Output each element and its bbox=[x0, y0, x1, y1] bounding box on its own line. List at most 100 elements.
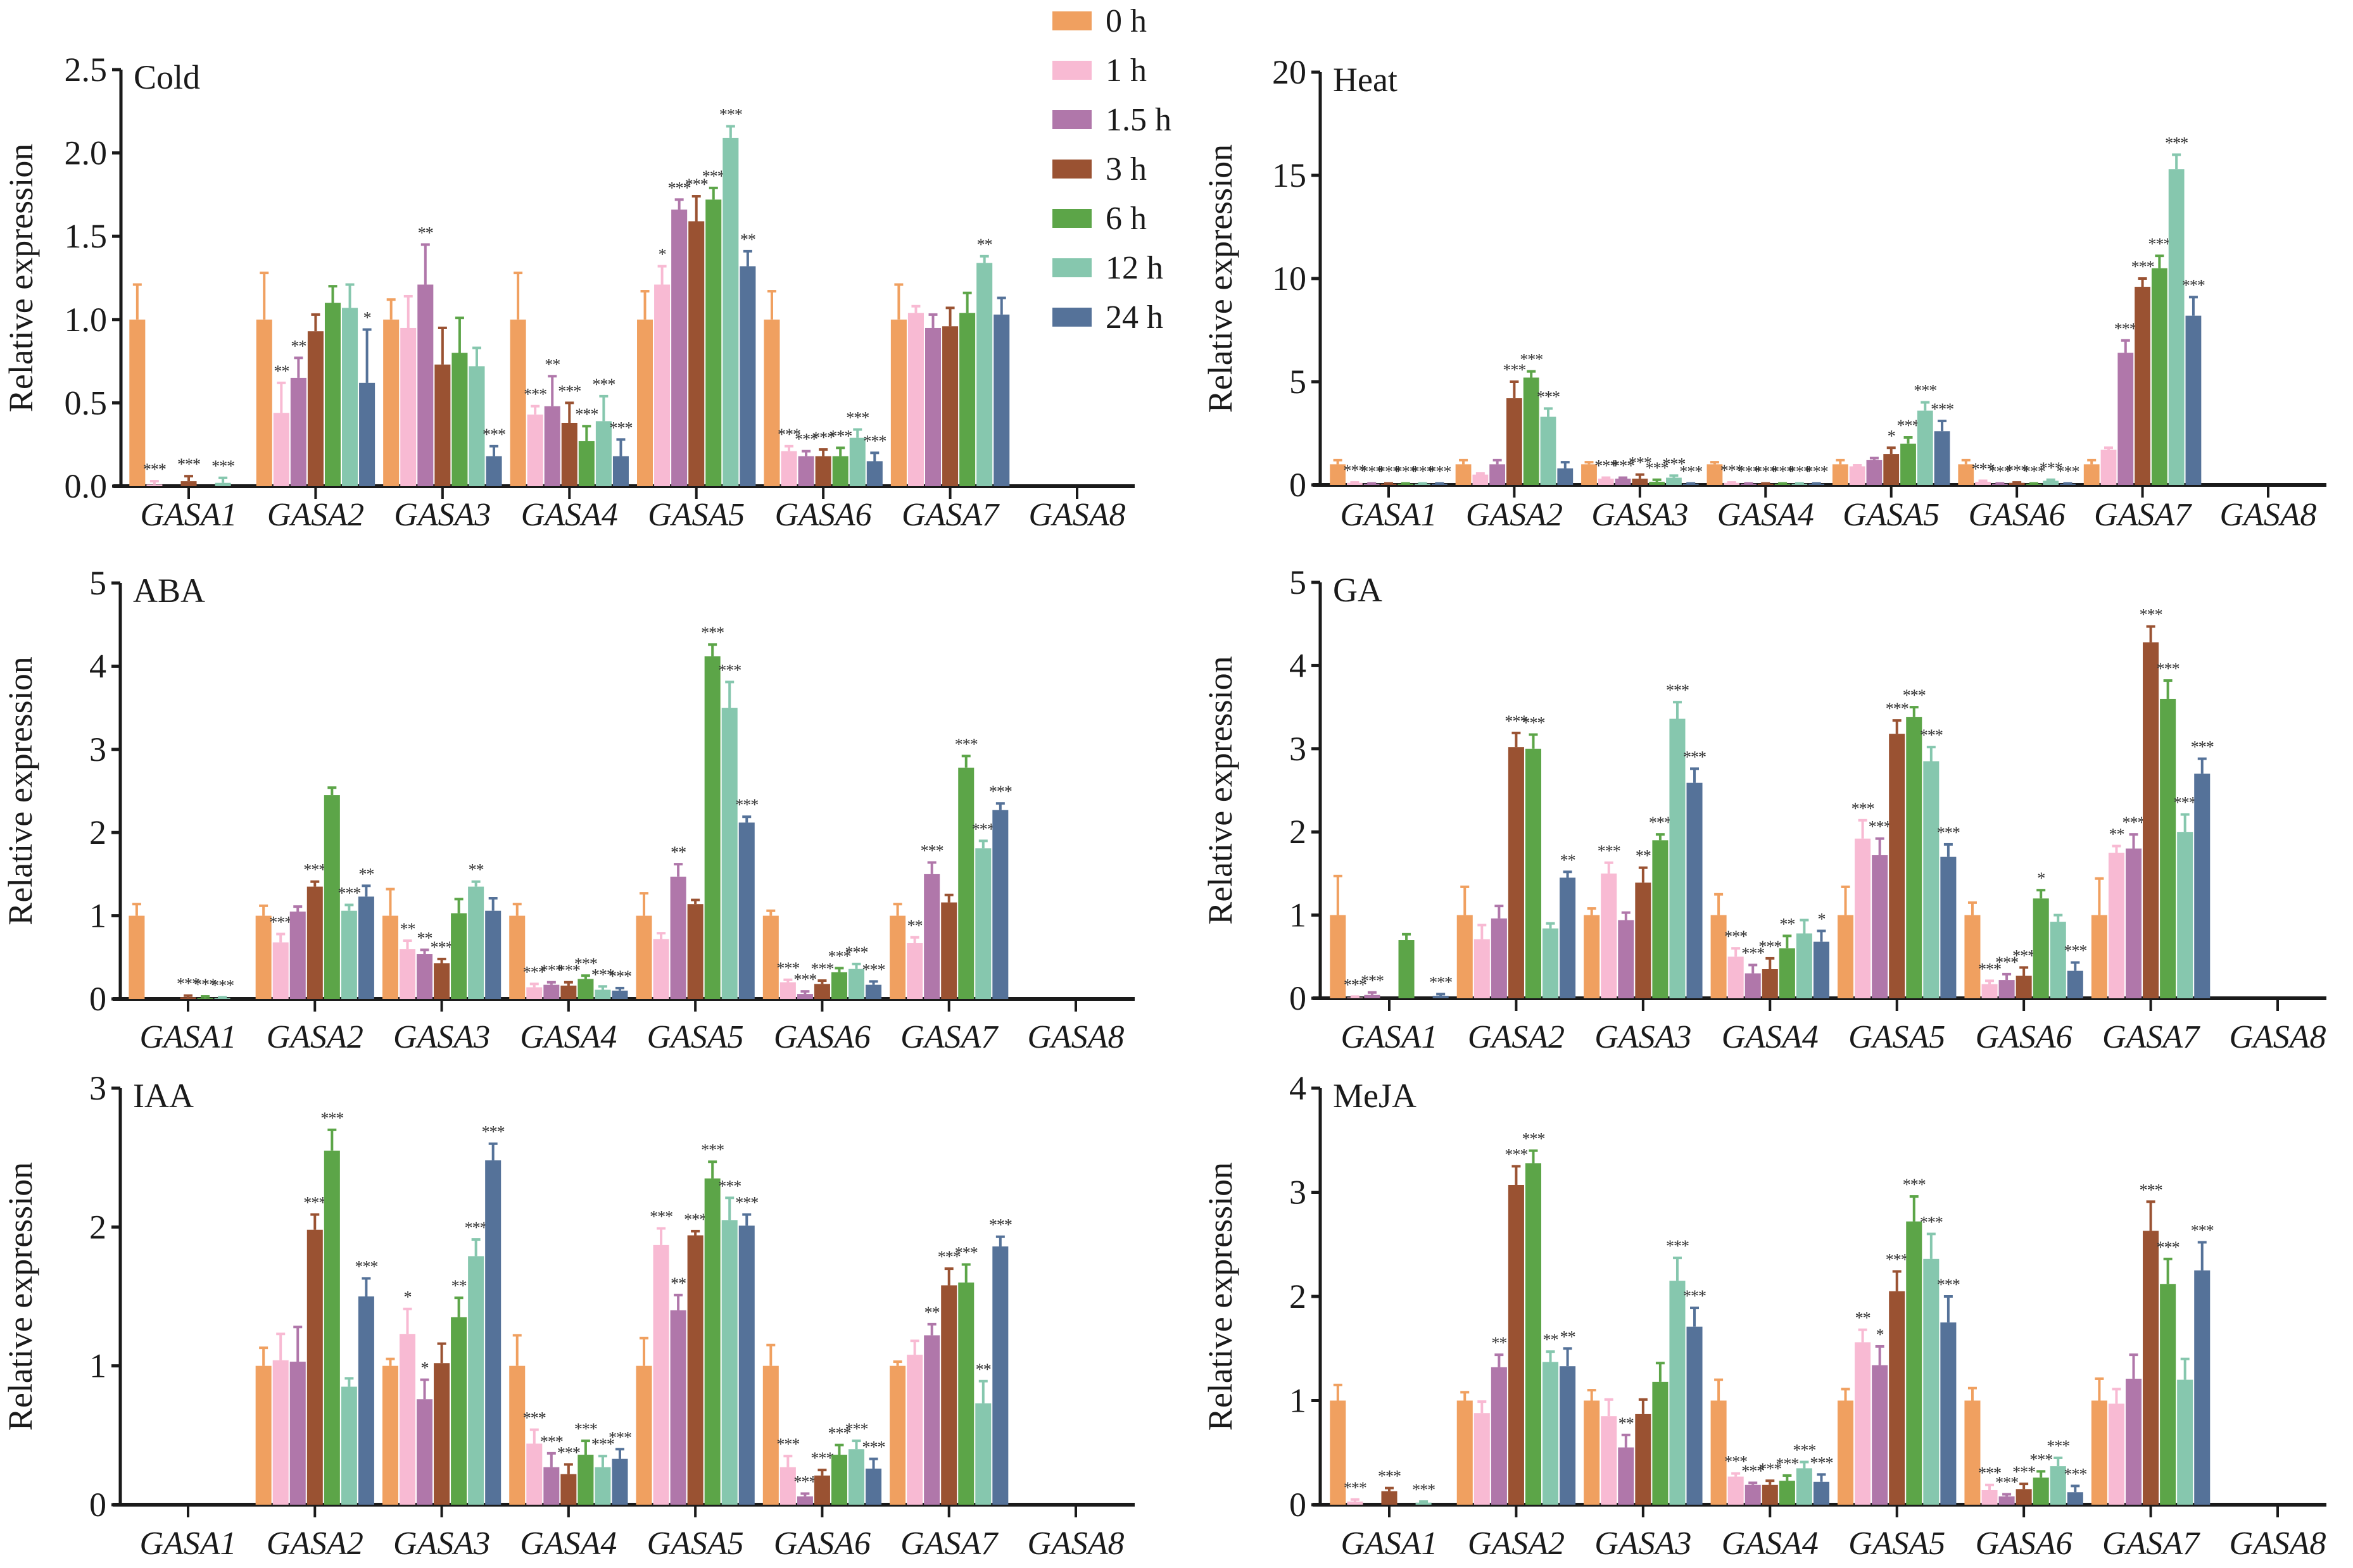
bar bbox=[721, 708, 738, 999]
bar bbox=[324, 303, 341, 486]
significance-label: *** bbox=[609, 1428, 631, 1446]
bar bbox=[1958, 464, 1974, 485]
bar bbox=[1632, 479, 1648, 485]
y-tick-label: 1 bbox=[89, 1347, 106, 1385]
bar bbox=[762, 1365, 779, 1505]
significance-label: *** bbox=[1361, 972, 1384, 990]
significance-label: *** bbox=[1412, 1481, 1435, 1499]
y-axis-label: Relative expression bbox=[1, 656, 39, 925]
y-tick-label: 5 bbox=[1289, 563, 1306, 601]
significance-label: *** bbox=[574, 1420, 597, 1438]
bar bbox=[2083, 464, 2100, 485]
y-tick-label: 3 bbox=[1289, 730, 1306, 768]
significance-label: *** bbox=[718, 1177, 741, 1195]
bar bbox=[526, 987, 543, 999]
legend-label: 6 h bbox=[1106, 201, 1147, 237]
bar bbox=[2016, 975, 2032, 998]
significance-label: *** bbox=[1988, 463, 2011, 481]
bar bbox=[1473, 939, 1490, 998]
significance-label: *** bbox=[1788, 463, 1811, 481]
significance-label: *** bbox=[1771, 463, 1794, 481]
x-tick-label: GASA5 bbox=[647, 1019, 744, 1055]
significance-label: *** bbox=[1662, 455, 1685, 473]
legend: 0 h 1 h 1.5 h 3 h 6 h 12 h 24 h bbox=[1052, 3, 1171, 336]
y-tick-label: 1 bbox=[1289, 1382, 1306, 1420]
significance-label: *** bbox=[1886, 699, 1908, 718]
y-axis-label: Relative expression bbox=[1201, 656, 1239, 924]
x-tick-label: GASA4 bbox=[1722, 1526, 1819, 1562]
x-tick-label: GASA7 bbox=[902, 497, 1000, 533]
bar bbox=[1666, 477, 1682, 485]
significance-label: *** bbox=[684, 1210, 707, 1229]
bar bbox=[779, 1467, 796, 1505]
significance-label: *** bbox=[650, 1208, 672, 1226]
significance-label: *** bbox=[558, 382, 581, 400]
significance-label: *** bbox=[540, 962, 563, 980]
significance-label: *** bbox=[972, 820, 995, 838]
significance-label: * bbox=[1888, 427, 1895, 445]
significance-label: *** bbox=[2022, 463, 2045, 481]
y-tick-label: 3 bbox=[1289, 1174, 1306, 1212]
bar bbox=[1347, 482, 1363, 485]
bar bbox=[324, 1150, 340, 1505]
x-tick-label: GASA1 bbox=[139, 1019, 236, 1055]
legend-swatch bbox=[1052, 160, 1092, 179]
bar bbox=[924, 874, 940, 999]
significance-label: *** bbox=[1914, 382, 1936, 400]
x-tick-label: GASA2 bbox=[267, 1526, 363, 1562]
bar bbox=[762, 915, 779, 999]
bar bbox=[1525, 748, 1542, 998]
x-tick-label: GASA1 bbox=[1341, 1019, 1437, 1055]
bar bbox=[907, 1355, 923, 1505]
bar bbox=[2160, 698, 2176, 998]
significance-label: *** bbox=[812, 429, 835, 447]
x-tick-label: GASA8 bbox=[1027, 1526, 1124, 1562]
significance-label: *** bbox=[1683, 1287, 1706, 1305]
significance-label: *** bbox=[574, 955, 597, 973]
y-tick-label: 1 bbox=[1289, 896, 1306, 934]
bar bbox=[831, 972, 847, 999]
y-tick-label: 0 bbox=[89, 980, 106, 1018]
bar bbox=[958, 1283, 975, 1505]
significance-label: *** bbox=[811, 1449, 833, 1467]
significance-label: *** bbox=[2157, 660, 2180, 678]
significance-label: *** bbox=[2182, 276, 2205, 294]
x-tick-label: GASA1 bbox=[139, 1526, 236, 1562]
y-tick-label: 3 bbox=[89, 1069, 106, 1107]
bar bbox=[1581, 464, 1597, 485]
bar bbox=[1347, 1502, 1363, 1505]
bar bbox=[849, 437, 866, 486]
bar bbox=[670, 876, 686, 999]
bar bbox=[907, 943, 923, 999]
x-tick-label: GASA2 bbox=[1466, 497, 1563, 533]
significance-label: *** bbox=[1886, 1251, 1908, 1269]
bar bbox=[975, 848, 992, 999]
x-tick-label: GASA3 bbox=[393, 1526, 490, 1562]
bar bbox=[273, 413, 289, 486]
significance-label: *** bbox=[1810, 1453, 1833, 1472]
bar bbox=[383, 319, 400, 486]
bar bbox=[1923, 761, 1940, 998]
significance-label: *** bbox=[1666, 681, 1689, 699]
bar bbox=[1508, 747, 1524, 998]
bar bbox=[509, 1365, 526, 1505]
bar bbox=[1398, 940, 1415, 998]
bar bbox=[992, 810, 1009, 999]
bar bbox=[1686, 1326, 1703, 1505]
y-tick-label: 4 bbox=[1289, 1069, 1306, 1107]
x-tick-label: GASA6 bbox=[1976, 1526, 2072, 1562]
significance-label: *** bbox=[1978, 960, 2001, 978]
significance-label: ** bbox=[1560, 1327, 1575, 1346]
bar bbox=[1964, 915, 1981, 998]
significance-label: *** bbox=[592, 375, 615, 394]
bar bbox=[1838, 915, 1854, 998]
legend-item: 1.5 h bbox=[1052, 102, 1171, 138]
significance-label: *** bbox=[862, 960, 885, 979]
bar bbox=[306, 1229, 323, 1505]
significance-label: ** bbox=[1618, 1414, 1634, 1433]
y-axis-label: Relative expression bbox=[2, 144, 40, 412]
bar bbox=[1652, 840, 1669, 998]
y-tick-label: 15 bbox=[1272, 156, 1306, 194]
bar bbox=[1855, 1342, 1871, 1505]
